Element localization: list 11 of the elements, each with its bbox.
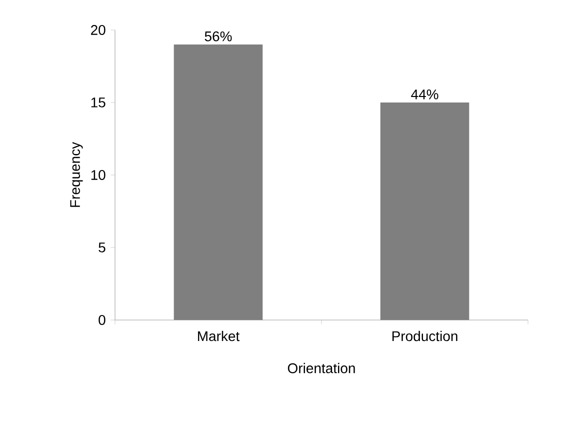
y-tick-label: 15: [91, 98, 106, 108]
x-tick-label: Production: [392, 330, 458, 342]
y-tick-label: 5: [98, 242, 106, 252]
annotation: 56%: [204, 31, 232, 42]
y-tick-label: 10: [91, 170, 106, 180]
y-tick-label: 20: [91, 25, 106, 35]
y-axis-title: Frequency: [70, 142, 83, 207]
x-tick-label: Market: [198, 330, 240, 342]
annotation: 44%: [411, 90, 438, 100]
x-axis-title: Orientation: [288, 362, 355, 374]
y-tick-label: 0: [98, 315, 106, 325]
